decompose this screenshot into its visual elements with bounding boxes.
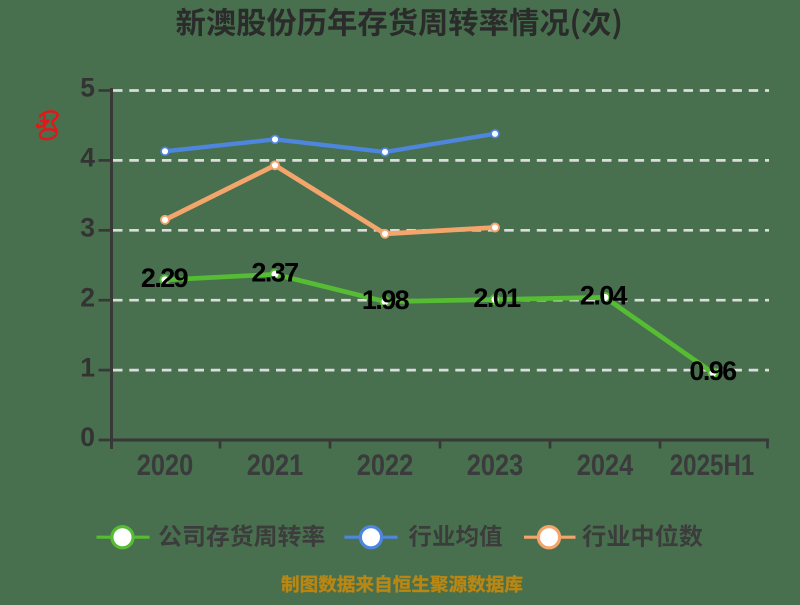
svg-text:2025H1: 2025H1 [670,449,755,482]
svg-text:2.04: 2.04 [580,281,628,311]
svg-text:4: 4 [80,143,95,173]
svg-text:2023: 2023 [467,449,524,482]
svg-text:2.01: 2.01 [473,283,521,313]
svg-text:2022: 2022 [357,449,414,482]
svg-text:1: 1 [80,352,95,382]
svg-text:2: 2 [80,282,95,312]
svg-text:1.98: 1.98 [362,285,410,315]
svg-text:3: 3 [80,213,95,243]
svg-text:5: 5 [80,73,95,103]
svg-text:0.96: 0.96 [689,356,737,386]
svg-text:2.29: 2.29 [141,263,189,293]
svg-text:2020: 2020 [137,449,194,482]
svg-text:2024: 2024 [577,449,634,482]
svg-text:0: 0 [80,422,95,452]
svg-text:2021: 2021 [247,449,304,482]
svg-text:2.37: 2.37 [251,258,298,288]
